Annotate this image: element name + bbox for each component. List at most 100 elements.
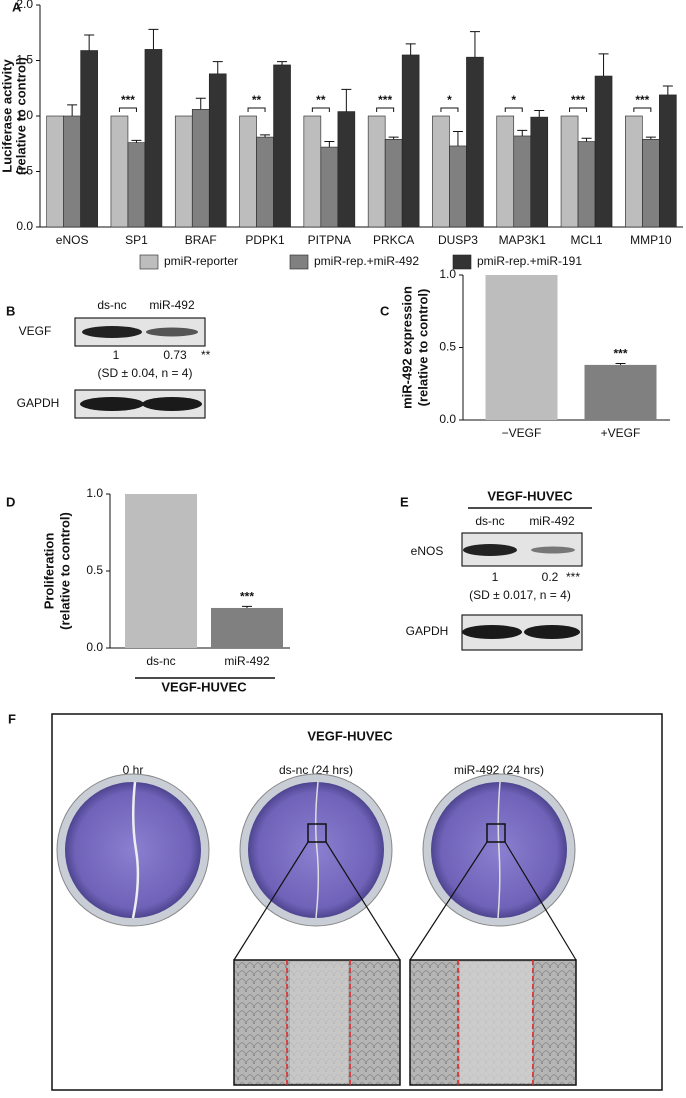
x-tick-label: −VEGF bbox=[502, 426, 542, 440]
error-bar bbox=[84, 34, 95, 51]
bar bbox=[401, 54, 420, 228]
x-tick-label: ds-nc bbox=[146, 654, 175, 668]
x-tick-label: +VEGF bbox=[601, 426, 641, 440]
error-bar bbox=[260, 134, 271, 138]
y-tick-label: 0.5 bbox=[439, 340, 456, 354]
panel-label: C bbox=[380, 303, 390, 318]
bar bbox=[384, 139, 403, 228]
significance: * bbox=[447, 93, 452, 107]
wound-edges bbox=[286, 960, 534, 1085]
error-bar bbox=[195, 97, 206, 110]
error-bar bbox=[388, 136, 399, 140]
bar bbox=[485, 275, 558, 420]
wound bbox=[290, 962, 348, 1083]
bar bbox=[144, 49, 163, 228]
significance: ** bbox=[201, 348, 211, 362]
panel-label: F bbox=[8, 711, 16, 726]
bar bbox=[110, 115, 129, 228]
significance-bracket bbox=[311, 107, 330, 112]
lane-label: ds-nc bbox=[97, 298, 126, 312]
bar bbox=[584, 364, 657, 420]
y-tick-label: 0.0 bbox=[86, 640, 103, 654]
note: (SD ± 0.017, n = 4) bbox=[469, 588, 571, 602]
ratio: 0.2 bbox=[542, 570, 559, 584]
x-tick-label: MAP3K1 bbox=[499, 233, 547, 247]
y-axis-label: (relative to control) bbox=[415, 289, 430, 407]
x-tick-label: PRKCA bbox=[373, 233, 414, 247]
error-bar bbox=[131, 139, 142, 143]
panel-e: E VEGF-HUVEC ds-nc miR-492 eNOS 1 0.2 **… bbox=[400, 488, 592, 651]
y-axis-label: Proliferation bbox=[41, 533, 56, 610]
dish-label: ds-nc (24 hrs) bbox=[279, 763, 353, 777]
bar bbox=[642, 139, 660, 228]
error-bar bbox=[341, 88, 352, 112]
error-bar bbox=[662, 85, 673, 95]
bar bbox=[191, 109, 210, 228]
error-bar bbox=[534, 109, 545, 118]
frame bbox=[51, 713, 663, 1091]
lane-label: ds-nc bbox=[475, 514, 504, 528]
y-tick-label: 1.0 bbox=[86, 486, 103, 500]
y-axis-label: miR-492 expression bbox=[399, 286, 414, 409]
band bbox=[82, 326, 142, 338]
y-axis-label: (relative to control) bbox=[57, 512, 72, 630]
significance: *** bbox=[566, 570, 580, 584]
error-bar bbox=[405, 43, 416, 55]
error-bar bbox=[212, 61, 223, 74]
ratio: 1 bbox=[113, 348, 120, 362]
y-tick-label: 0.0 bbox=[439, 412, 456, 426]
panel-label: D bbox=[6, 494, 15, 509]
y-tick-label: 2.0 bbox=[16, 0, 33, 11]
y-tick-label: 1.5 bbox=[16, 53, 33, 67]
error-bar bbox=[148, 28, 159, 50]
legend-swatch bbox=[452, 254, 472, 270]
bar bbox=[466, 56, 484, 228]
dish bbox=[56, 773, 210, 927]
y-tick-label: 0.0 bbox=[16, 219, 33, 233]
group-label: VEGF-HUVEC bbox=[487, 488, 573, 503]
band bbox=[80, 397, 144, 411]
bar bbox=[46, 115, 64, 228]
error-bar bbox=[452, 131, 463, 146]
significance: ** bbox=[252, 93, 262, 107]
bar bbox=[63, 115, 81, 228]
bar bbox=[513, 135, 532, 228]
legend-swatch bbox=[139, 254, 159, 270]
y-tick-label: 1.0 bbox=[16, 108, 33, 122]
panel-label: B bbox=[6, 303, 15, 318]
panel-f: F VEGF-HUVEC 0 hr ds-nc (24 hrs) miR-492… bbox=[8, 711, 663, 1091]
error-bar bbox=[67, 104, 78, 116]
blot-label: GAPDH bbox=[406, 624, 449, 638]
legend-label: pmiR-rep.+miR-492 bbox=[314, 254, 419, 268]
zoom-lines bbox=[233, 841, 577, 961]
error-bar bbox=[598, 53, 609, 77]
dish bbox=[239, 773, 393, 927]
bar bbox=[208, 73, 227, 228]
lane-label: miR-492 bbox=[529, 514, 575, 528]
bar bbox=[367, 115, 386, 228]
lane-label: miR-492 bbox=[149, 298, 195, 312]
bar bbox=[256, 136, 274, 228]
y-tick-label: 0.5 bbox=[16, 164, 33, 178]
bar bbox=[320, 146, 339, 228]
error-bar bbox=[242, 605, 252, 608]
wound bbox=[460, 962, 532, 1083]
x-tick-label: BRAF bbox=[185, 233, 217, 247]
band bbox=[524, 625, 580, 639]
ratio: 0.73 bbox=[163, 348, 187, 362]
bar bbox=[337, 111, 356, 228]
significance: * bbox=[511, 93, 516, 107]
x-tick-label: miR-492 bbox=[224, 654, 270, 668]
bar bbox=[303, 115, 322, 228]
x-tick-label: MCL1 bbox=[571, 233, 603, 247]
photo-title: VEGF-HUVEC bbox=[307, 728, 393, 743]
error-bar bbox=[581, 137, 592, 142]
legend-label: pmiR-rep.+miR-191 bbox=[477, 254, 582, 268]
bar bbox=[560, 115, 579, 228]
bar bbox=[80, 50, 98, 228]
error-bar bbox=[517, 129, 528, 136]
error-bar bbox=[277, 61, 288, 65]
note: (SD ± 0.04, n = 4) bbox=[98, 366, 193, 380]
legend-label: pmiR-reporter bbox=[164, 254, 238, 268]
significance: *** bbox=[240, 590, 254, 604]
